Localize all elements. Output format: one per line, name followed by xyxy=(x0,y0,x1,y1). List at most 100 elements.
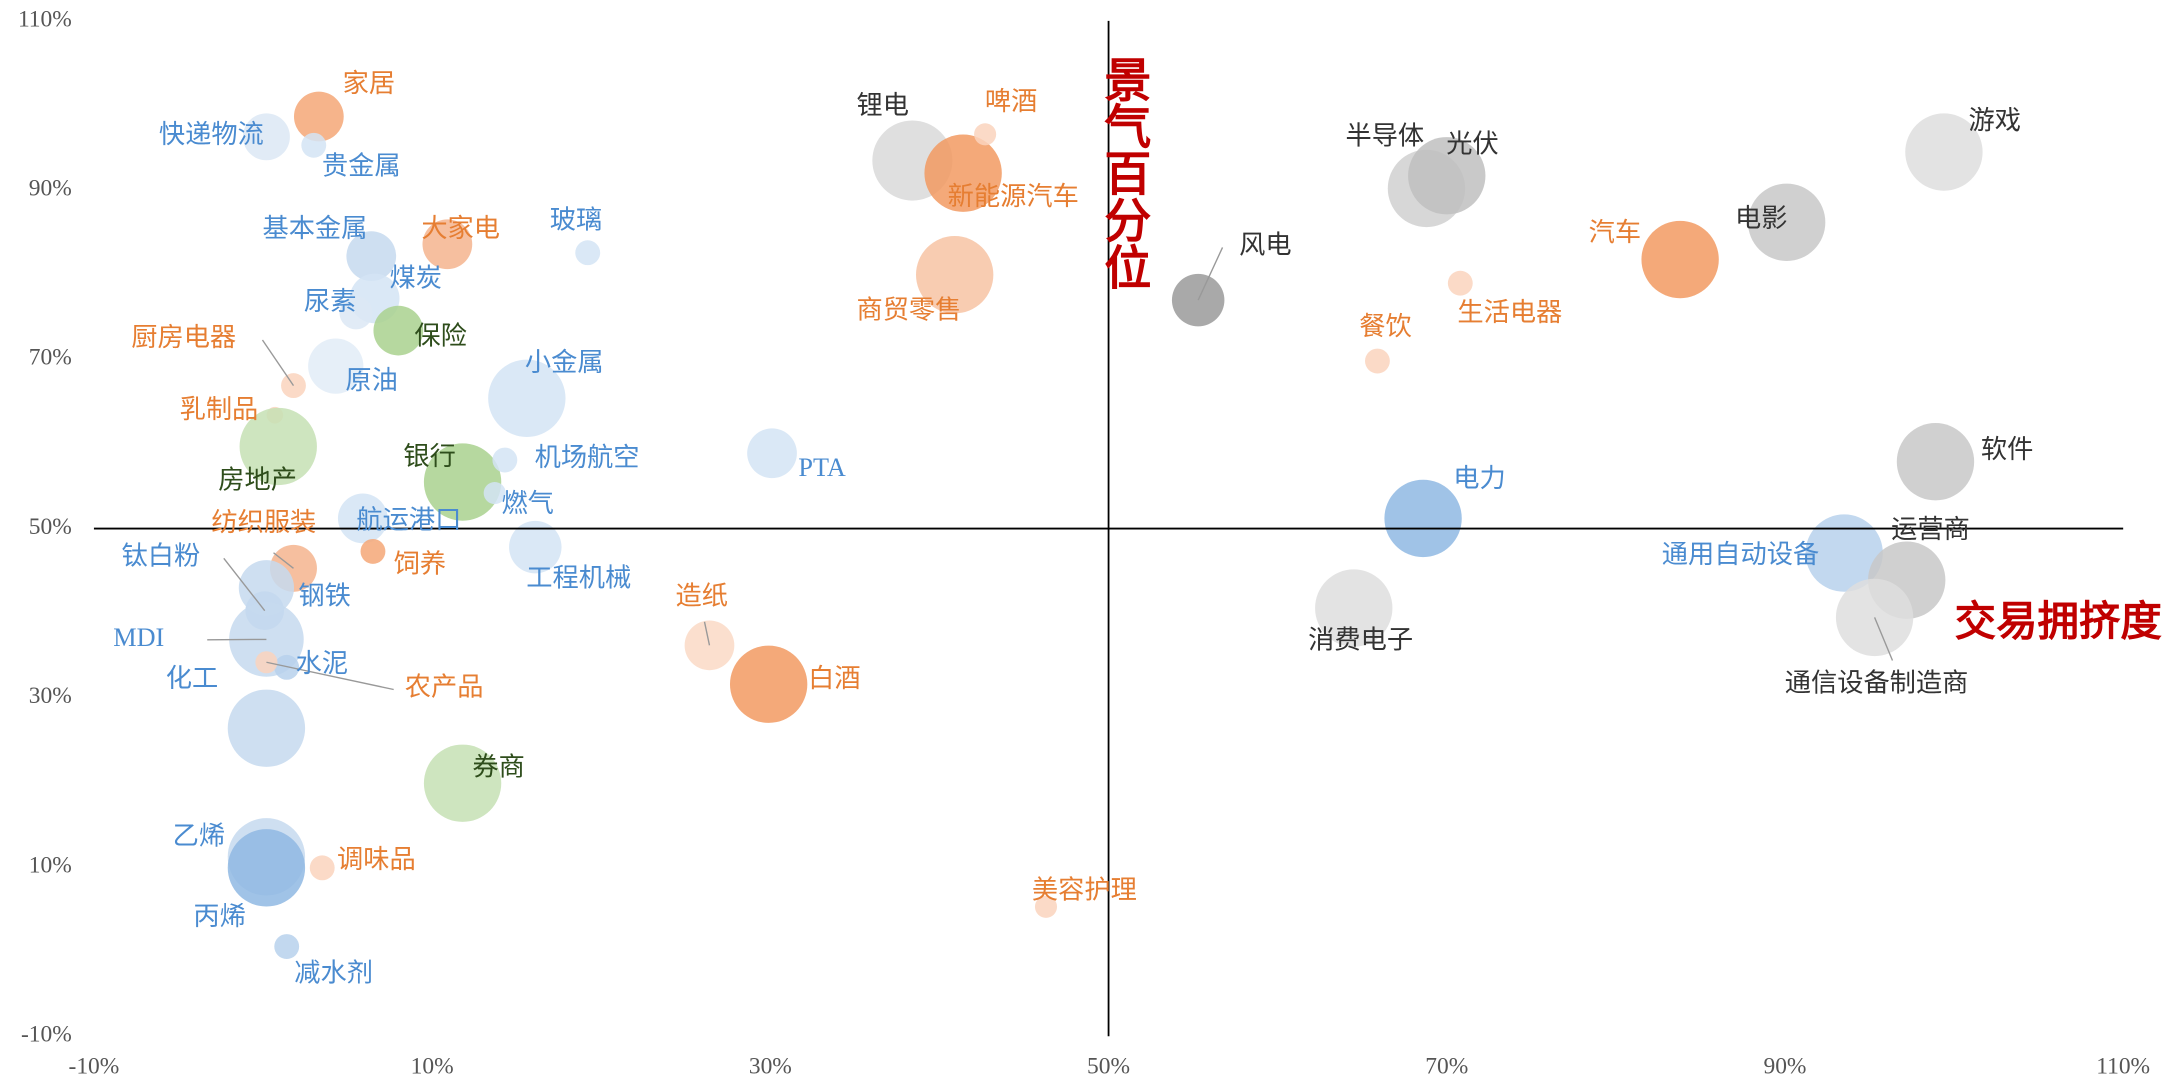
bubble xyxy=(242,113,290,161)
bubble-label: 风电 xyxy=(1239,230,1291,259)
bubble xyxy=(1641,220,1719,299)
x-tick-label: 10% xyxy=(411,1053,454,1079)
bubble-label: 基本金属 xyxy=(262,214,367,243)
bubble xyxy=(339,296,373,330)
bubble xyxy=(915,236,994,314)
y-axis-label: 景气百分位 xyxy=(1098,55,1151,290)
bubble-label: MDI xyxy=(113,623,164,652)
bubble-label: 钢铁 xyxy=(298,581,350,610)
bubble-label: 快递物流 xyxy=(159,120,264,149)
bubble-label: 啤酒 xyxy=(985,87,1037,116)
bubble xyxy=(423,443,502,521)
bubble xyxy=(729,645,808,723)
bubble xyxy=(373,305,424,356)
bubble-label: 游戏 xyxy=(1968,106,2020,135)
y-tick-label: 30% xyxy=(29,683,72,709)
bubble xyxy=(274,934,300,959)
x-axis-label: 交易拥挤度 xyxy=(1955,598,2163,645)
bubble xyxy=(227,829,306,907)
x-tick-label: 70% xyxy=(1425,1053,1468,1079)
bubble xyxy=(423,744,502,822)
bubble xyxy=(239,407,317,486)
bubble-label: PTA xyxy=(798,453,846,482)
y-tick-label: 110% xyxy=(18,6,72,32)
bubble-label: 券商 xyxy=(472,753,524,782)
bubble xyxy=(309,855,335,881)
bubble-label: 玻璃 xyxy=(550,206,602,235)
bubble-label: 通用自动设备 xyxy=(1662,540,1819,569)
leader-line xyxy=(223,557,266,612)
bubble-label: 家居 xyxy=(343,69,395,98)
bubble xyxy=(238,560,295,616)
bubble-label: 保险 xyxy=(414,322,466,351)
bubble xyxy=(293,91,344,142)
y-tick-label: 10% xyxy=(29,852,72,878)
bubble xyxy=(575,240,601,266)
bubble-label: 光伏 xyxy=(1446,130,1498,159)
bubble xyxy=(974,123,997,146)
x-tick-label: 90% xyxy=(1763,1053,1806,1079)
bubble-label: 白酒 xyxy=(808,664,860,693)
bubble-label: 电力 xyxy=(1453,464,1505,493)
leader-line xyxy=(261,339,295,386)
bubble-label: 原油 xyxy=(345,366,397,395)
bubble-label: 工程机械 xyxy=(526,563,631,592)
bubble xyxy=(308,338,364,394)
bubble-label: 纺织服装 xyxy=(211,508,316,537)
bubble-label: 大家电 xyxy=(421,214,500,243)
x-tick-label: 30% xyxy=(749,1053,792,1079)
bubble xyxy=(747,428,797,479)
bubble-label: 锂电 xyxy=(856,91,908,120)
bubble-label: 水泥 xyxy=(296,649,348,678)
y-tick-label: 90% xyxy=(29,176,72,202)
bubble xyxy=(924,134,1002,212)
leader-line xyxy=(1197,247,1224,301)
bubble-label: 丙烯 xyxy=(193,902,245,931)
bubble xyxy=(1408,137,1486,215)
bubble-label: 生活电器 xyxy=(1457,298,1562,327)
leader-line xyxy=(273,552,294,569)
y-tick-label: 70% xyxy=(29,345,72,371)
bubble xyxy=(1905,113,1983,191)
bubble-label: 贵金属 xyxy=(322,152,401,181)
bubble-label: 电影 xyxy=(1735,204,1787,233)
bubble xyxy=(1447,270,1473,296)
bubble-label: 商贸零售 xyxy=(856,295,961,324)
bubble xyxy=(1747,183,1826,261)
bubble xyxy=(227,689,306,767)
bubble-label: 乙烯 xyxy=(173,822,225,851)
bubble-label: 航运港口 xyxy=(356,505,461,534)
bubble-label: 美容护理 xyxy=(1032,876,1137,905)
bubble xyxy=(422,219,473,270)
bubble-label: 煤炭 xyxy=(390,264,442,293)
bubble-label: 燃气 xyxy=(501,489,553,518)
bubble-label: 软件 xyxy=(1981,435,2033,464)
bubble-label: 餐饮 xyxy=(1359,312,1411,341)
bubble xyxy=(1364,348,1390,374)
bubble xyxy=(1171,273,1225,327)
leader-line xyxy=(703,621,711,646)
bubble xyxy=(488,359,566,437)
bubble-label: 小金属 xyxy=(525,348,604,377)
bubble-label: 尿素 xyxy=(304,287,356,316)
bubble xyxy=(255,651,278,674)
bubble xyxy=(346,231,397,281)
bubble xyxy=(483,481,506,505)
y-tick-label: 50% xyxy=(29,514,72,540)
bubble xyxy=(1805,514,1883,592)
bubble-label: 机场航空 xyxy=(535,443,640,472)
bubble xyxy=(1315,569,1393,647)
x-tick-label: 50% xyxy=(1087,1053,1130,1079)
bubble-label: 半导体 xyxy=(1345,121,1424,150)
bubble-label: 饲养 xyxy=(394,550,446,579)
bubble-label: 新能源汽车 xyxy=(948,182,1079,211)
bubble xyxy=(301,132,327,158)
bubble-label: 造纸 xyxy=(675,581,727,610)
bubble-label: 减水剂 xyxy=(294,958,373,987)
x-tick-label: -10% xyxy=(69,1053,120,1079)
bubble xyxy=(337,493,388,544)
bubble-label: 厨房电器 xyxy=(131,323,236,352)
bubbles xyxy=(227,91,1983,959)
bubble xyxy=(274,654,300,680)
